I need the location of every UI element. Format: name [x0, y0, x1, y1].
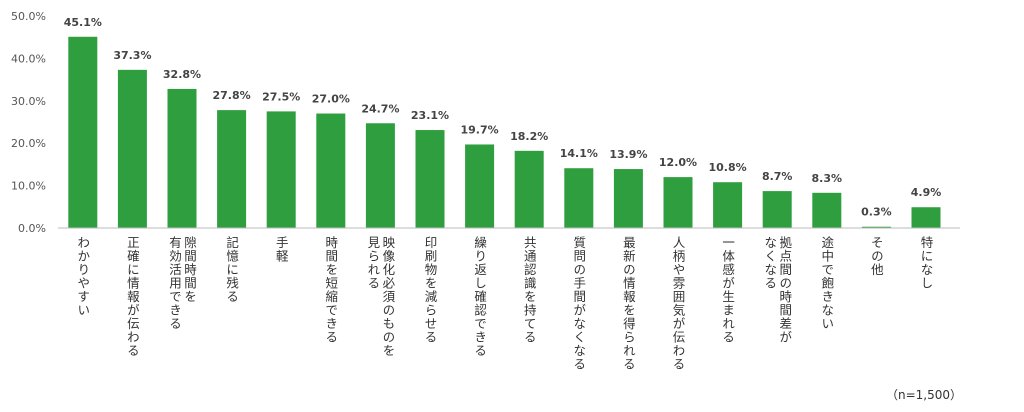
bar-value-label: 37.3% — [113, 49, 151, 62]
bar — [762, 191, 792, 228]
category-label: その他 — [868, 236, 884, 277]
category-label: 質問の手間がなくなる — [571, 236, 587, 371]
bar-value-label: 45.1% — [64, 16, 102, 29]
bar-value-label: 27.0% — [312, 93, 350, 106]
y-tick-label: 30.0% — [11, 95, 46, 108]
bar-value-label: 8.7% — [762, 170, 793, 183]
bar-value-label: 14.1% — [560, 147, 598, 160]
bar — [217, 110, 247, 228]
bar-value-label: 4.9% — [911, 186, 942, 199]
bar-value-label: 0.3% — [861, 206, 892, 219]
bar — [167, 88, 197, 228]
category-label: わかりやすい — [75, 236, 91, 317]
category-label: 共通認識を持てる — [521, 236, 537, 344]
bar — [812, 192, 842, 228]
bar-value-label: 23.1% — [411, 109, 449, 122]
category-label: 途中で飽きない — [819, 236, 835, 331]
bar — [514, 150, 544, 228]
bar-value-label: 10.8% — [709, 161, 747, 174]
bar-value-label: 18.2% — [510, 130, 548, 143]
bar — [663, 177, 693, 228]
category-label: 正確に情報が伝わる — [124, 236, 140, 358]
category-label: 特になし — [918, 236, 934, 290]
category-label: 記憶に残る — [224, 236, 240, 304]
bar — [365, 123, 395, 228]
category-label: 印刷物を減らせる — [422, 236, 438, 344]
bars — [68, 36, 941, 229]
bar-value-label: 13.9% — [609, 148, 647, 161]
category-label: 時間を短縮できる — [323, 236, 339, 344]
y-tick-label: 20.0% — [11, 137, 46, 150]
category-label: 映像化必須のものを 見られる — [365, 236, 396, 358]
bar — [465, 144, 495, 228]
bar-value-label: 19.7% — [461, 123, 499, 136]
bar — [713, 182, 743, 228]
category-label: 繰り返し確認できる — [472, 236, 488, 358]
bar — [613, 169, 643, 228]
bar-value-label: 8.3% — [812, 172, 843, 185]
y-axis: 0.0% 10.0% 20.0% 30.0% 40.0% 50.0% — [11, 10, 46, 235]
category-label: 最新の情報を得られる — [620, 236, 636, 371]
y-tick-label: 10.0% — [11, 180, 46, 193]
bar-value-label: 27.5% — [262, 90, 300, 103]
category-label: 拠点間の時間差が なくなる — [762, 236, 793, 344]
bar — [564, 168, 594, 228]
bar — [911, 207, 941, 228]
category-label: 隙間時間を 有効活用できる — [167, 236, 197, 331]
bar — [316, 113, 346, 228]
bar-value-label: 27.8% — [213, 89, 251, 102]
category-label: 人柄や雰囲気が伝わる — [670, 236, 686, 371]
category-label: 手軽 — [273, 236, 289, 263]
y-tick-label: 40.0% — [11, 52, 46, 65]
bar — [415, 130, 445, 228]
bar-value-label: 12.0% — [659, 156, 697, 169]
value-labels: 45.1% 37.3% 32.8% 27.8% 27.5% 27.0% 24.7% 23.1%… — [64, 16, 942, 219]
y-tick-label: 50.0% — [11, 10, 46, 23]
bar-value-label: 32.8% — [163, 68, 201, 81]
bar — [68, 36, 98, 228]
sample-size-note: （n=1,500） — [885, 388, 962, 402]
bar — [861, 226, 891, 228]
bar — [266, 111, 296, 228]
y-tick-label: 0.0% — [18, 222, 46, 235]
bar — [117, 69, 147, 229]
bar-value-label: 24.7% — [361, 102, 399, 115]
category-label: 一体感が生まれる — [720, 236, 736, 344]
